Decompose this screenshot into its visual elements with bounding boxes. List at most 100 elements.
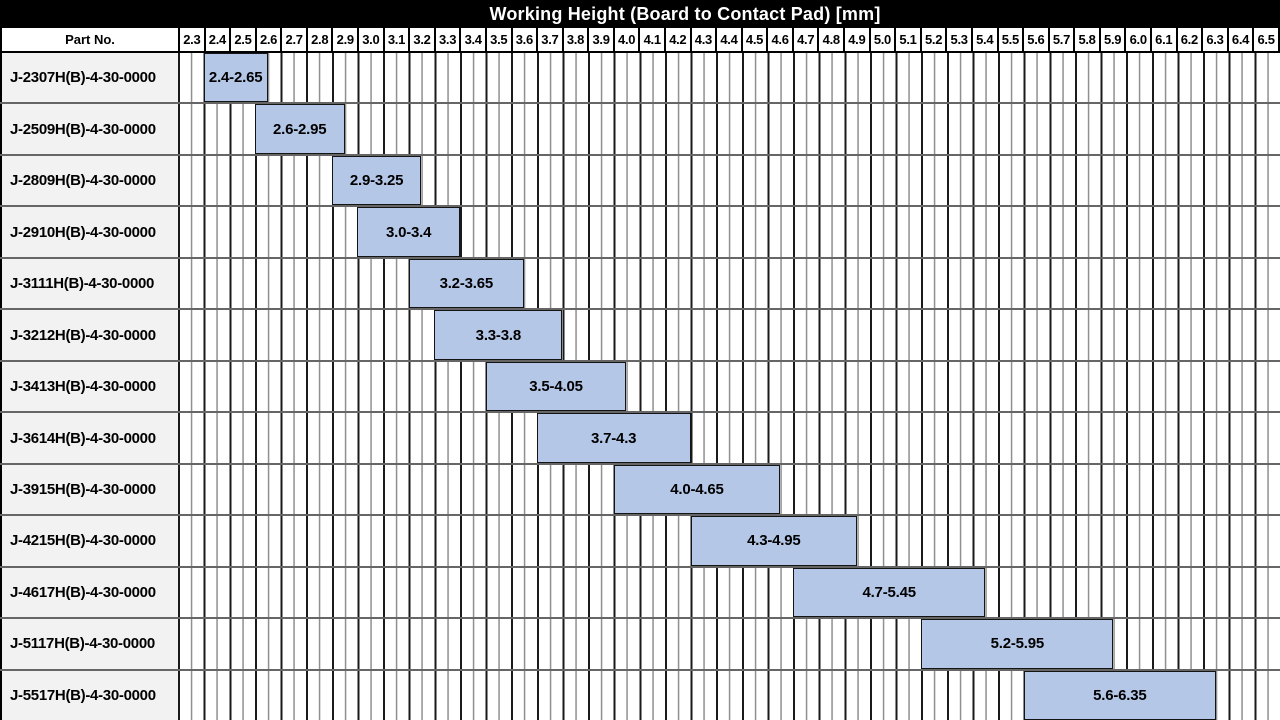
table-row: J-2307H(B)-4-30-0000 2.4-2.65 [0, 53, 1280, 103]
axis-tick-3.1: 3.1 [382, 28, 409, 51]
row-grid: 3.0-3.4 [178, 207, 1280, 257]
axis-tick-2.6: 2.6 [254, 28, 281, 51]
axis-tick-3.4: 3.4 [459, 28, 485, 51]
table-row: J-2809H(B)-4-30-0000 2.9-3.25 [0, 153, 1280, 206]
range-label: 3.7-4.3 [591, 429, 637, 447]
range-bar: 3.0-3.4 [357, 207, 460, 257]
range-label: 3.2-3.65 [439, 275, 494, 293]
part-number: J-2307H(B)-4-30-0000 [0, 53, 178, 103]
axis-tick-2.7: 2.7 [280, 28, 306, 51]
row-grid: 5.2-5.95 [178, 619, 1280, 669]
axis-tick-5.4: 5.4 [970, 28, 997, 51]
range-bar: 3.2-3.65 [408, 258, 524, 309]
axis-tick-3.2: 3.2 [408, 28, 434, 51]
range-label: 3.0-3.4 [385, 223, 432, 241]
axis-tick-4.5: 4.5 [740, 28, 767, 51]
axis-tick-5.1: 5.1 [894, 28, 920, 51]
part-number: J-3915H(B)-4-30-0000 [0, 464, 178, 515]
range-label: 5.6-6.35 [1093, 686, 1147, 704]
part-number: J-3212H(B)-4-30-0000 [0, 310, 178, 360]
part-number: J-4617H(B)-4-30-0000 [0, 567, 178, 618]
part-no-header: Part No. [0, 28, 178, 51]
table-row: J-3413H(B)-4-30-0000 3.5-4.05 [0, 359, 1280, 412]
range-label: 2.6-2.95 [272, 120, 327, 138]
axis-tick-2.5: 2.5 [229, 28, 255, 51]
range-bar: 4.3-4.95 [690, 516, 858, 566]
range-label: 4.3-4.95 [747, 532, 801, 550]
table-row: J-5517H(B)-4-30-0000 5.6-6.35 [0, 668, 1280, 720]
range-bar: 5.6-6.35 [1023, 670, 1216, 720]
table-row: J-4215H(B)-4-30-0000 4.3-4.95 [0, 514, 1280, 566]
range-label: 5.2-5.95 [990, 635, 1045, 653]
header-row: Part No. 2.3 2.4 2.5 2.6 2.7 2.8 2.9 3.0 3.1 3.2 3… [0, 28, 1280, 53]
range-bar: 2.6-2.95 [254, 104, 345, 154]
axis-tick-4.4: 4.4 [715, 28, 741, 51]
table-row: J-3111H(B)-4-30-0000 3.2-3.65 [0, 256, 1280, 309]
row-grid: 4.7-5.45 [178, 567, 1280, 618]
range-label: 3.5-4.05 [529, 378, 583, 396]
axis-tick-2.3: 2.3 [178, 28, 204, 51]
row-grid: 4.0-4.65 [178, 464, 1280, 515]
part-number: J-2509H(B)-4-30-0000 [0, 104, 178, 154]
axis-tick-6.2: 6.2 [1175, 28, 1202, 51]
table-row: J-2910H(B)-4-30-0000 3.0-3.4 [0, 205, 1280, 257]
axis-tick-5.9: 5.9 [1098, 28, 1125, 51]
axis-tick-6.4: 6.4 [1226, 28, 1253, 51]
axis-tick-4.1: 4.1 [638, 28, 664, 51]
axis-tick-2.4: 2.4 [203, 28, 230, 51]
axis-tick-4.2: 4.2 [663, 28, 690, 51]
axis-tick-4.0: 4.0 [612, 28, 639, 51]
part-number: J-3413H(B)-4-30-0000 [0, 361, 178, 412]
chart-title: Working Height (Board to Contact Pad) [m… [0, 0, 1280, 28]
axis-tick-3.7: 3.7 [536, 28, 562, 51]
axis-tick-6.1: 6.1 [1149, 28, 1176, 51]
table-row: J-4617H(B)-4-30-0000 4.7-5.45 [0, 565, 1280, 618]
part-number: J-5117H(B)-4-30-0000 [0, 619, 178, 669]
axis-tick-3.9: 3.9 [587, 28, 613, 51]
axis-tick-3.0: 3.0 [357, 28, 383, 51]
range-bar: 3.7-4.3 [536, 413, 691, 463]
range-bar: 3.5-4.05 [485, 361, 627, 412]
range-bar: 4.7-5.45 [793, 567, 986, 618]
range-label: 2.9-3.25 [349, 172, 404, 190]
row-grid: 3.2-3.65 [178, 258, 1280, 309]
table-row: J-3212H(B)-4-30-0000 3.3-3.8 [0, 308, 1280, 360]
chart-body: J-2307H(B)-4-30-0000 2.4-2.65 J-2509H(B)-4… [0, 53, 1280, 720]
range-bar: 5.2-5.95 [921, 619, 1114, 669]
axis-tick-5.5: 5.5 [996, 28, 1023, 51]
part-number: J-5517H(B)-4-30-0000 [0, 670, 178, 720]
axis-tick-5.3: 5.3 [945, 28, 971, 51]
range-label: 3.3-3.8 [475, 326, 522, 344]
axis-tick-5.7: 5.7 [1047, 28, 1074, 51]
axis-tick-2.9: 2.9 [331, 28, 357, 51]
axis-tick-3.3: 3.3 [433, 28, 460, 51]
axis-tick-5.6: 5.6 [1022, 28, 1048, 51]
axis-tick-6.5: 6.5 [1252, 28, 1280, 51]
part-number: J-3111H(B)-4-30-0000 [0, 258, 178, 309]
range-label: 2.4-2.65 [208, 69, 263, 87]
axis-tick-6.3: 6.3 [1201, 28, 1227, 51]
table-row: J-3614H(B)-4-30-0000 3.7-4.3 [0, 411, 1280, 463]
table-row: J-2509H(B)-4-30-0000 2.6-2.95 [0, 102, 1280, 154]
axis-tick-5.8: 5.8 [1073, 28, 1099, 51]
axis-tick-6.0: 6.0 [1124, 28, 1150, 51]
part-number: J-2910H(B)-4-30-0000 [0, 207, 178, 257]
range-label: 4.0-4.65 [670, 480, 724, 498]
range-bar: 4.0-4.65 [613, 464, 781, 515]
range-bar: 2.9-3.25 [331, 155, 422, 206]
part-number: J-3614H(B)-4-30-0000 [0, 413, 178, 463]
axis-tick-3.6: 3.6 [510, 28, 537, 51]
part-number: J-2809H(B)-4-30-0000 [0, 155, 178, 206]
axis-tick-5.2: 5.2 [919, 28, 946, 51]
axis-tick-4.6: 4.6 [766, 28, 792, 51]
row-grid: 2.6-2.95 [178, 104, 1280, 154]
axis-tick-4.8: 4.8 [817, 28, 843, 51]
row-grid: 3.5-4.05 [178, 361, 1280, 412]
axis-tick-2.8: 2.8 [305, 28, 332, 51]
table-row: J-5117H(B)-4-30-0000 5.2-5.95 [0, 617, 1280, 669]
axis-tick-4.9: 4.9 [843, 28, 869, 51]
row-grid: 4.3-4.95 [178, 516, 1280, 566]
part-number: J-4215H(B)-4-30-0000 [0, 516, 178, 566]
axis-tick-3.5: 3.5 [484, 28, 511, 51]
